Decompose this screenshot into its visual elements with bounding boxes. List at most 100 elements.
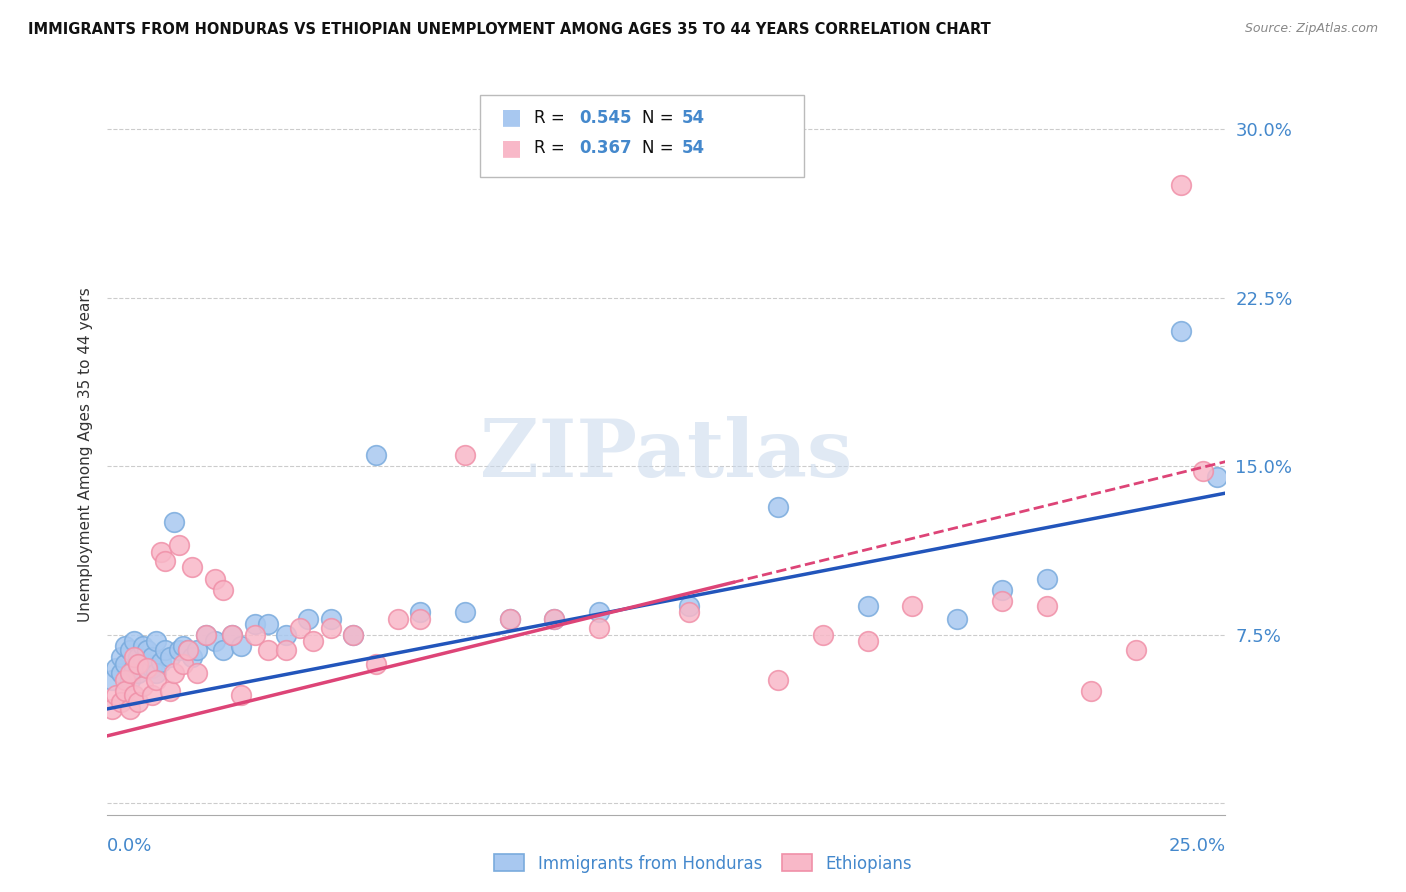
Point	[678, 599, 700, 613]
Point	[946, 612, 969, 626]
Point	[231, 689, 253, 703]
Point	[274, 643, 297, 657]
Point	[141, 689, 163, 703]
Point	[257, 616, 280, 631]
Point	[127, 665, 149, 680]
Point	[409, 605, 432, 619]
Point	[110, 695, 132, 709]
Point	[212, 582, 235, 597]
Point	[145, 634, 167, 648]
Point	[132, 655, 155, 669]
Point	[122, 689, 145, 703]
Point	[194, 628, 217, 642]
Point	[122, 634, 145, 648]
Point	[454, 605, 477, 619]
Point	[766, 673, 789, 687]
Point	[186, 665, 208, 680]
Point	[364, 448, 387, 462]
Point	[141, 650, 163, 665]
Point	[167, 538, 190, 552]
Point	[136, 643, 159, 657]
Point	[1170, 178, 1192, 193]
Point	[302, 634, 325, 648]
Point	[149, 655, 172, 669]
Point	[901, 599, 924, 613]
Point	[409, 612, 432, 626]
Point	[543, 612, 565, 626]
Point	[543, 612, 565, 626]
Point	[167, 643, 190, 657]
Point	[856, 634, 879, 648]
Point	[588, 605, 610, 619]
Text: IMMIGRANTS FROM HONDURAS VS ETHIOPIAN UNEMPLOYMENT AMONG AGES 35 TO 44 YEARS COR: IMMIGRANTS FROM HONDURAS VS ETHIOPIAN UN…	[28, 22, 991, 37]
Point	[204, 634, 226, 648]
Point	[159, 684, 181, 698]
Text: 0.545: 0.545	[579, 109, 631, 127]
Point	[342, 628, 364, 642]
Text: ■: ■	[502, 138, 523, 158]
Text: ZIPatlas: ZIPatlas	[481, 416, 852, 494]
Point	[319, 612, 342, 626]
Point	[678, 605, 700, 619]
Point	[176, 643, 198, 657]
Point	[127, 695, 149, 709]
Point	[163, 665, 186, 680]
Text: 0.367: 0.367	[579, 139, 631, 157]
Point	[155, 643, 177, 657]
Text: Source: ZipAtlas.com: Source: ZipAtlas.com	[1244, 22, 1378, 36]
Point	[136, 657, 159, 671]
Point	[149, 544, 172, 558]
Text: 0.0%: 0.0%	[107, 837, 152, 855]
Point	[118, 702, 141, 716]
Legend: Immigrants from Honduras, Ethiopians: Immigrants from Honduras, Ethiopians	[488, 847, 918, 880]
Point	[110, 665, 132, 680]
Point	[118, 673, 141, 687]
Point	[114, 639, 136, 653]
Text: 54: 54	[682, 139, 704, 157]
Point	[145, 673, 167, 687]
Point	[159, 650, 181, 665]
Point	[194, 628, 217, 642]
Point	[856, 599, 879, 613]
Point	[176, 643, 198, 657]
Point	[1080, 684, 1102, 698]
Point	[766, 500, 789, 514]
Point	[1125, 643, 1147, 657]
Point	[172, 639, 194, 653]
Point	[1170, 324, 1192, 338]
Point	[172, 657, 194, 671]
Point	[1035, 572, 1057, 586]
Point	[274, 628, 297, 642]
Text: N =: N =	[643, 109, 679, 127]
Point	[231, 639, 253, 653]
Point	[100, 702, 122, 716]
Point	[212, 643, 235, 657]
Point	[105, 689, 128, 703]
Point	[991, 594, 1014, 608]
Point	[163, 516, 186, 530]
Point	[221, 628, 243, 642]
Point	[127, 650, 149, 665]
Point	[141, 661, 163, 675]
Point	[118, 643, 141, 657]
Text: ■: ■	[502, 108, 523, 128]
Point	[100, 673, 122, 687]
Text: R =: R =	[534, 139, 569, 157]
Point	[114, 673, 136, 687]
Point	[288, 621, 311, 635]
Point	[155, 553, 177, 567]
Point	[110, 650, 132, 665]
Text: R =: R =	[534, 109, 569, 127]
Point	[257, 643, 280, 657]
Point	[499, 612, 522, 626]
Point	[114, 657, 136, 671]
Y-axis label: Unemployment Among Ages 35 to 44 years: Unemployment Among Ages 35 to 44 years	[79, 287, 93, 623]
Point	[991, 582, 1014, 597]
Point	[145, 665, 167, 680]
Point	[342, 628, 364, 642]
Point	[243, 616, 266, 631]
Point	[243, 628, 266, 642]
Text: 25.0%: 25.0%	[1168, 837, 1226, 855]
Text: 54: 54	[682, 109, 704, 127]
Point	[114, 684, 136, 698]
